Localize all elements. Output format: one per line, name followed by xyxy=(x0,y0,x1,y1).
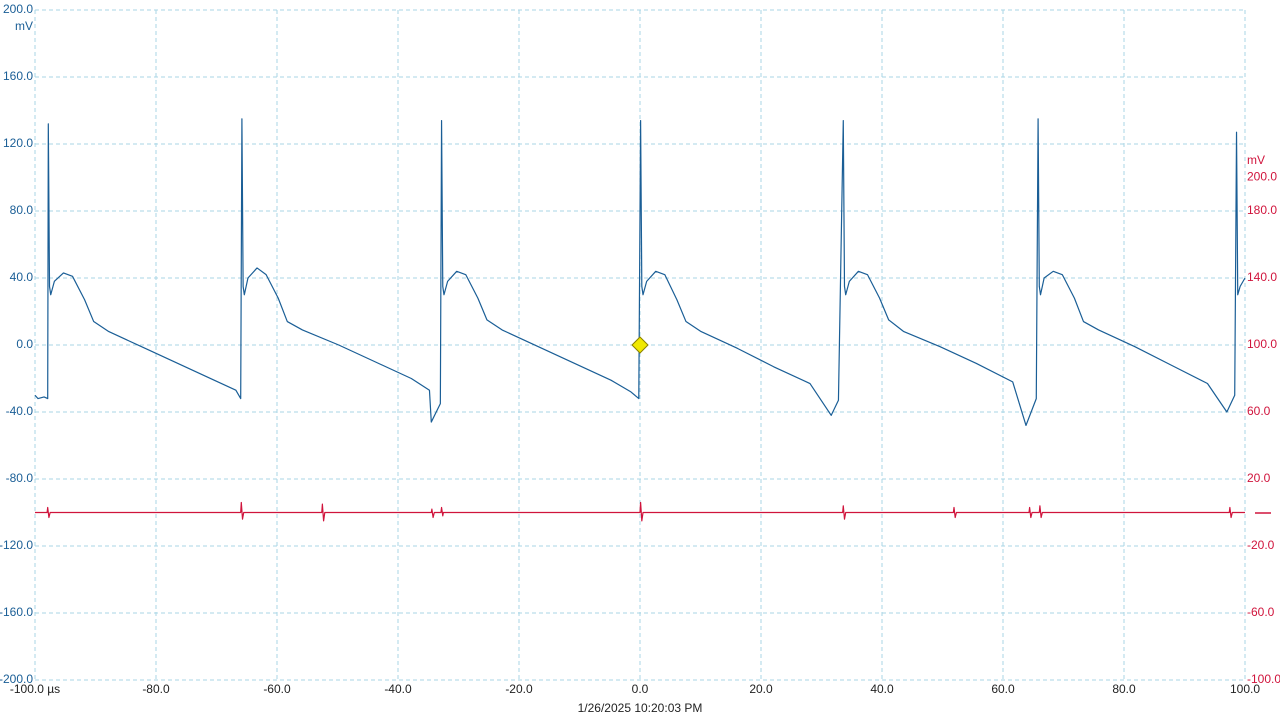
y-tick-label: 80.0 xyxy=(10,203,34,217)
timestamp: 1/26/2025 10:20:03 PM xyxy=(578,701,703,715)
y-tick-label: -120.0 xyxy=(0,538,33,552)
trace xyxy=(34,118,1246,426)
y2-tick-label: 100.0 xyxy=(1247,337,1277,351)
y-tick-label: 40.0 xyxy=(10,270,34,284)
x-tick-label: -100.0 µs xyxy=(10,682,60,696)
x-tick-label: -60.0 xyxy=(263,682,291,696)
y-tick-label: -160.0 xyxy=(0,605,33,619)
y-tick-label: 160.0 xyxy=(3,69,33,83)
y2-tick-label: 60.0 xyxy=(1247,404,1271,418)
y-tick-label: 120.0 xyxy=(3,136,33,150)
trace xyxy=(35,501,1245,522)
y-tick-label: -200.0 xyxy=(0,672,33,686)
x-tick-label: 20.0 xyxy=(749,682,773,696)
x-tick-label: 100.0 xyxy=(1230,682,1260,696)
y2-tick-label: -100.0 xyxy=(1247,672,1280,686)
y2-tick-label: 20.0 xyxy=(1247,471,1271,485)
x-tick-label: -40.0 xyxy=(384,682,412,696)
x-tick-label: -20.0 xyxy=(505,682,533,696)
x-tick-label: -80.0 xyxy=(142,682,170,696)
y2-tick-label: 140.0 xyxy=(1247,270,1277,284)
y2-tick-label: 200.0 xyxy=(1247,170,1277,184)
trigger-marker xyxy=(631,336,649,354)
y2-tick-label: -20.0 xyxy=(1247,538,1275,552)
y2-unit: mV xyxy=(1247,153,1265,167)
y-tick-label: -80.0 xyxy=(6,471,34,485)
y-tick-label: -40.0 xyxy=(6,404,34,418)
y-tick-label: 200.0 xyxy=(3,2,33,16)
x-tick-label: 0.0 xyxy=(632,682,649,696)
x-tick-label: 60.0 xyxy=(991,682,1015,696)
x-tick-label: 40.0 xyxy=(870,682,894,696)
y-unit: mV xyxy=(15,19,33,33)
y2-tick-label: -60.0 xyxy=(1247,605,1275,619)
y2-tick-label: 180.0 xyxy=(1247,203,1277,217)
y-tick-label: 0.0 xyxy=(16,337,33,351)
x-tick-label: 80.0 xyxy=(1112,682,1136,696)
